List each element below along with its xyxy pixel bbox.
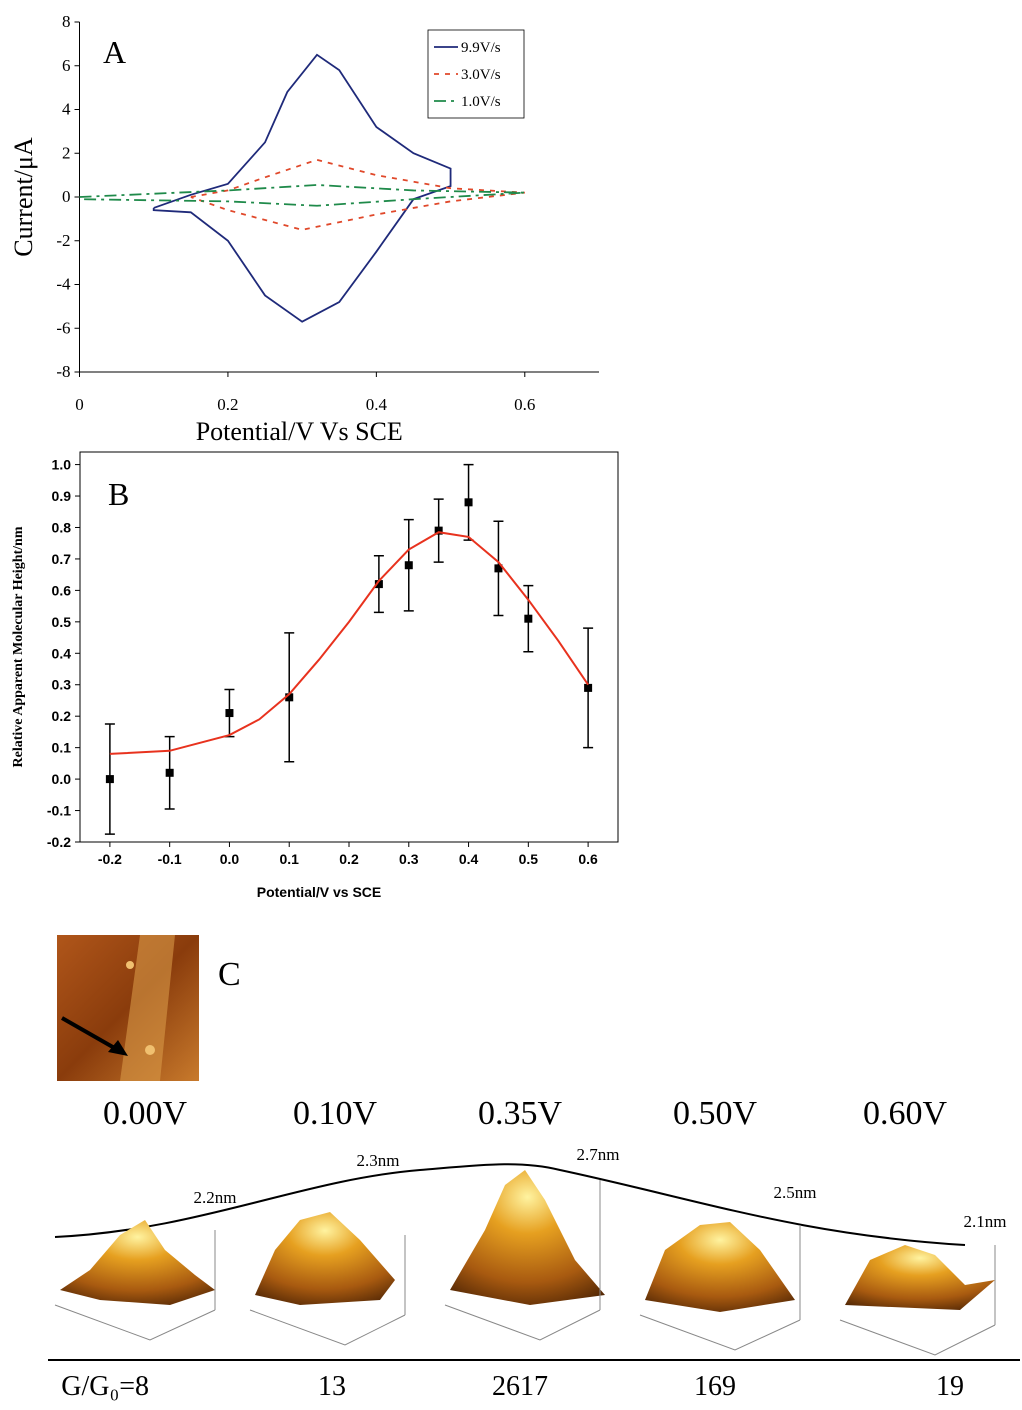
x-tick-label: 0.4 bbox=[459, 851, 479, 867]
height-label: 2.1nm bbox=[964, 1212, 1007, 1231]
data-point bbox=[494, 564, 503, 573]
y-tick-label: 0 bbox=[62, 187, 71, 206]
y-tick-label: 0.8 bbox=[52, 519, 72, 535]
potential-label: 0.00V bbox=[103, 1095, 188, 1132]
x-axis-label: Potential/V vs SCE bbox=[257, 884, 381, 900]
x-tick-label: 0.0 bbox=[220, 851, 240, 867]
y-tick-label: 0.2 bbox=[52, 708, 72, 724]
y-tick-label: -6 bbox=[56, 318, 70, 337]
panel-letter: C bbox=[218, 956, 241, 993]
x-tick-label: 0.6 bbox=[578, 851, 598, 867]
panel-c-art bbox=[48, 935, 1020, 1361]
series-line bbox=[79, 184, 525, 207]
y-tick-label: 0.7 bbox=[52, 551, 72, 567]
x-tick-label: -0.1 bbox=[158, 851, 182, 867]
y-tick-label: 0.6 bbox=[52, 582, 72, 598]
x-tick-label: 0.5 bbox=[519, 851, 539, 867]
potential-label: 0.50V bbox=[673, 1095, 758, 1132]
data-point bbox=[464, 498, 473, 507]
conductance-value: 169 bbox=[694, 1371, 736, 1402]
series-line bbox=[109, 531, 589, 755]
series-line bbox=[152, 53, 452, 323]
data-point bbox=[404, 561, 413, 570]
y-tick-label: 0.0 bbox=[52, 771, 72, 787]
y-tick-label: 4 bbox=[62, 100, 71, 119]
y-tick-label: 0.5 bbox=[52, 614, 72, 630]
y-tick-label: 8 bbox=[62, 12, 71, 31]
data-point bbox=[165, 768, 174, 777]
height-label: 2.7nm bbox=[577, 1145, 620, 1164]
x-tick-label: 0.1 bbox=[279, 851, 299, 867]
legend-box bbox=[427, 29, 525, 119]
data-point bbox=[374, 580, 383, 589]
y-tick-label: 6 bbox=[62, 56, 71, 75]
x-tick-label: 0.2 bbox=[339, 851, 359, 867]
y-tick-label: 1.0 bbox=[52, 457, 72, 473]
legend-label: 9.9V/s bbox=[461, 40, 501, 56]
legend-label: 3.0V/s bbox=[461, 67, 501, 83]
data-point bbox=[285, 693, 294, 702]
height-label: 2.3nm bbox=[357, 1151, 400, 1170]
height-label: 2.5nm bbox=[774, 1183, 817, 1202]
conductance-value: 13 bbox=[318, 1371, 346, 1402]
y-tick-label: -4 bbox=[56, 275, 71, 294]
data-point bbox=[524, 614, 533, 623]
data-point bbox=[225, 709, 234, 718]
x-tick-label: 0.2 bbox=[217, 395, 238, 414]
y-tick-label: 0.3 bbox=[52, 677, 72, 693]
panel-letter: A bbox=[103, 34, 126, 70]
x-tick-label: -0.2 bbox=[98, 851, 122, 867]
data-point bbox=[584, 683, 593, 692]
conductance-value: 19 bbox=[936, 1371, 964, 1402]
conductance-label: G/G₀= bbox=[61, 1371, 135, 1402]
plot-frame bbox=[79, 451, 619, 843]
x-axis-label: Potential/V Vs SCE bbox=[196, 417, 403, 446]
legend-label: 1.0V/s bbox=[461, 94, 501, 110]
y-tick-label: 0.9 bbox=[52, 488, 72, 504]
data-point bbox=[434, 526, 443, 535]
y-axis-label: Current/μA bbox=[9, 137, 38, 257]
height-label: 2.2nm bbox=[194, 1188, 237, 1207]
y-tick-label: -2 bbox=[56, 231, 70, 250]
y-tick-label: -8 bbox=[56, 362, 70, 381]
panel-letter: B bbox=[108, 476, 129, 512]
y-tick-label: 0.4 bbox=[52, 645, 72, 661]
potential-label: 0.10V bbox=[293, 1095, 378, 1132]
x-tick-label: 0.6 bbox=[514, 395, 535, 414]
y-tick-label: 0.1 bbox=[52, 740, 72, 756]
y-axis-label: Relative Apparent Molecular Height/nm bbox=[11, 526, 26, 767]
y-tick-label: -0.1 bbox=[47, 803, 71, 819]
potential-label: 0.35V bbox=[478, 1095, 563, 1132]
data-point bbox=[105, 775, 114, 784]
chart-0: 0 0.2 0.4 0.6 -8 -6 -4 -2 0 2 4 6 8 Potential/V Vs SC… bbox=[9, 12, 599, 446]
conductance-value: 2617 bbox=[492, 1371, 548, 1402]
y-tick-label: 2 bbox=[62, 143, 71, 162]
potential-label: 0.60V bbox=[863, 1095, 948, 1132]
x-tick-label: 0 bbox=[75, 395, 84, 414]
conductance-value: 8 bbox=[135, 1371, 149, 1402]
series-line bbox=[190, 158, 525, 231]
y-tick-label: -0.2 bbox=[47, 834, 71, 850]
x-tick-label: 0.3 bbox=[399, 851, 419, 867]
x-tick-label: 0.4 bbox=[366, 395, 388, 414]
chart-1: -0.2 -0.1 0.0 0.1 0.2 0.3 0.4 0.5 0.6 -0.2 -0.1 0.0… bbox=[11, 451, 619, 900]
